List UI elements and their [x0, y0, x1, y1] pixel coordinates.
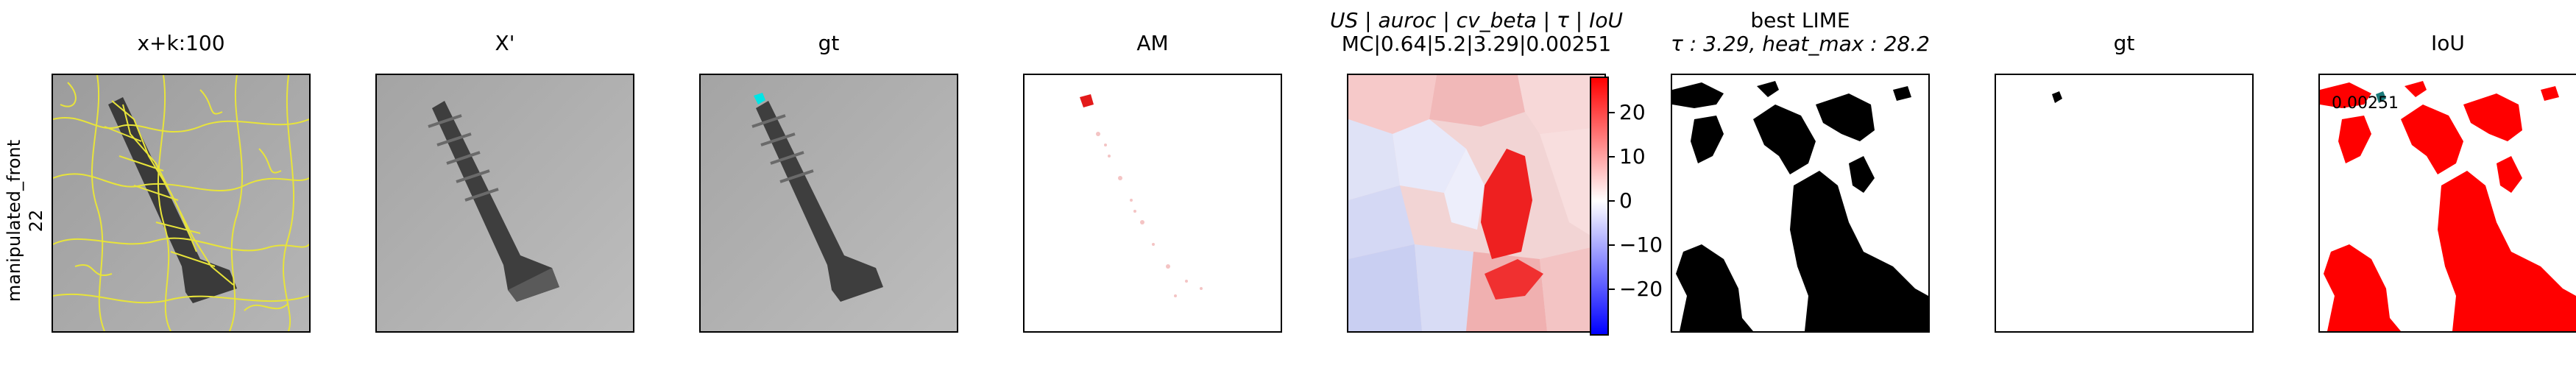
anomaly-map-image	[1023, 74, 1282, 333]
lime-heatmap-image	[1347, 74, 1606, 333]
panel-title: x+k:100	[137, 31, 225, 55]
superpixel-image	[52, 74, 311, 333]
panel-best-lime-mask: best LIME τ : 3.29, heat_max : 28.2	[1671, 9, 1930, 333]
panel-title: US | auroc | cv_beta | τ | IoU MC|0.64|5…	[1288, 9, 1665, 56]
panel-lime-heatmap: US | auroc | cv_beta | τ | IoU MC|0.64|5…	[1330, 9, 1623, 333]
colorbar	[1590, 77, 1609, 336]
panel-title: IoU	[2431, 31, 2465, 55]
panel-manipulated-image: X'	[375, 31, 634, 333]
panel-title-line1: US | auroc | cv_beta | τ | IoU	[1330, 8, 1623, 32]
panel-title: X'	[495, 31, 515, 55]
colorbar-tick	[1607, 156, 1615, 158]
panel-title: gt	[818, 31, 840, 55]
best-lime-mask-image	[1671, 74, 1930, 333]
colorbar-tick-label: 10	[1619, 144, 1646, 169]
ground-truth-overlay-image	[699, 74, 958, 333]
colorbar-tick	[1607, 244, 1615, 246]
colorbar-tick-label: 0	[1619, 188, 1632, 213]
panel-ground-truth-overlay: gt	[699, 31, 958, 333]
colorbar-tick-label: −20	[1619, 277, 1663, 301]
panel-iou-overlay: IoU	[2318, 31, 2576, 333]
panel-ground-truth-mask: gt	[1995, 31, 2254, 333]
panel-title-line2: τ : 3.29, heat_max : 28.2	[1671, 32, 1930, 56]
panel-title: AM	[1136, 31, 1169, 55]
iou-value-annotation: 0.00251	[2332, 94, 2399, 113]
panel-anomaly-map: AM	[1023, 31, 1282, 333]
ground-truth-mask-image	[1995, 74, 2254, 333]
panel-title-line2: MC|0.64|5.2|3.29|0.00251	[1341, 32, 1612, 56]
colorbar-tick-label: −10	[1619, 233, 1663, 257]
panel-title: gt	[2113, 31, 2135, 55]
panel-title-line1: best LIME	[1750, 8, 1850, 32]
iou-overlay-image	[2318, 74, 2576, 333]
row-label: manipulated_front 22	[0, 125, 54, 316]
panel-superpixels: x+k:100	[52, 31, 311, 333]
colorbar-tick	[1607, 289, 1615, 290]
colorbar-tick	[1607, 200, 1615, 202]
panel-title: best LIME τ : 3.29, heat_max : 28.2	[1612, 9, 1989, 56]
colorbar-tick-label: 20	[1619, 100, 1646, 124]
row-label-line2: 22	[26, 209, 47, 233]
row-label-line1: manipulated_front	[4, 139, 25, 302]
manipulated-image	[375, 74, 634, 333]
colorbar-tick	[1607, 112, 1615, 113]
